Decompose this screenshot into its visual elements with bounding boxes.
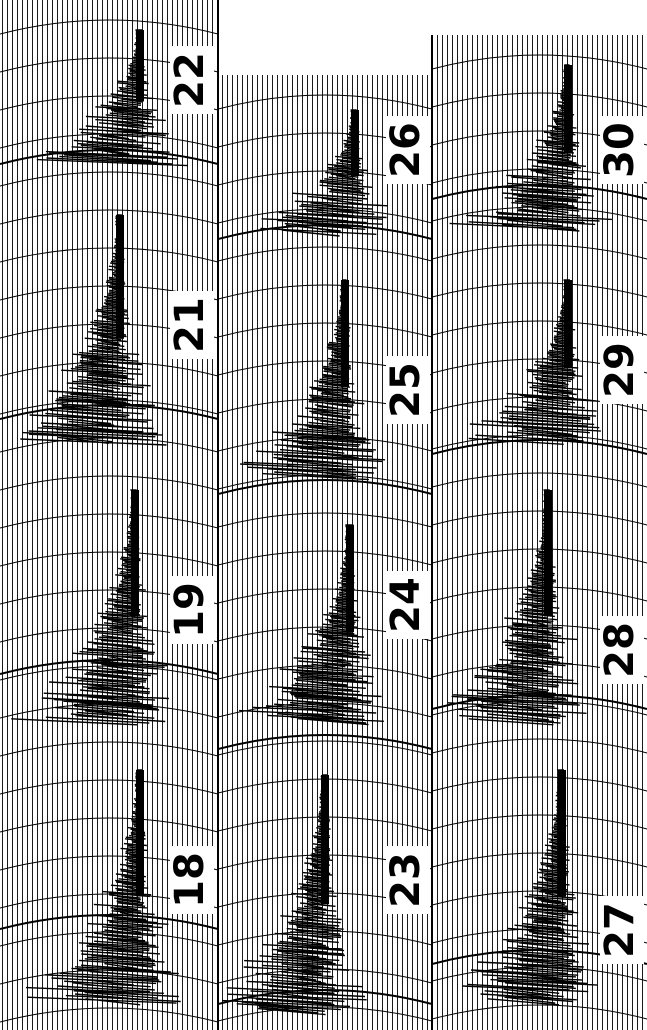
record-label: 19 xyxy=(167,582,213,638)
record-label: 24 xyxy=(383,577,429,633)
record-label: 28 xyxy=(597,622,643,678)
record-label: 23 xyxy=(383,852,429,908)
record-label: 30 xyxy=(597,122,643,178)
record-label: 22 xyxy=(167,52,213,108)
record-label: 18 xyxy=(167,852,213,908)
record-label: 25 xyxy=(383,362,429,418)
record-label: 29 xyxy=(597,342,643,398)
record-label: 21 xyxy=(167,297,213,353)
page: 22 21 19 18 26 25 24 23 30 29 28 27 (() … xyxy=(0,0,647,1030)
seismogram-sheet: 22 21 19 18 26 25 24 23 30 29 28 27 xyxy=(0,0,647,1030)
record-label: 26 xyxy=(383,122,429,178)
record-label: 27 xyxy=(597,902,643,958)
